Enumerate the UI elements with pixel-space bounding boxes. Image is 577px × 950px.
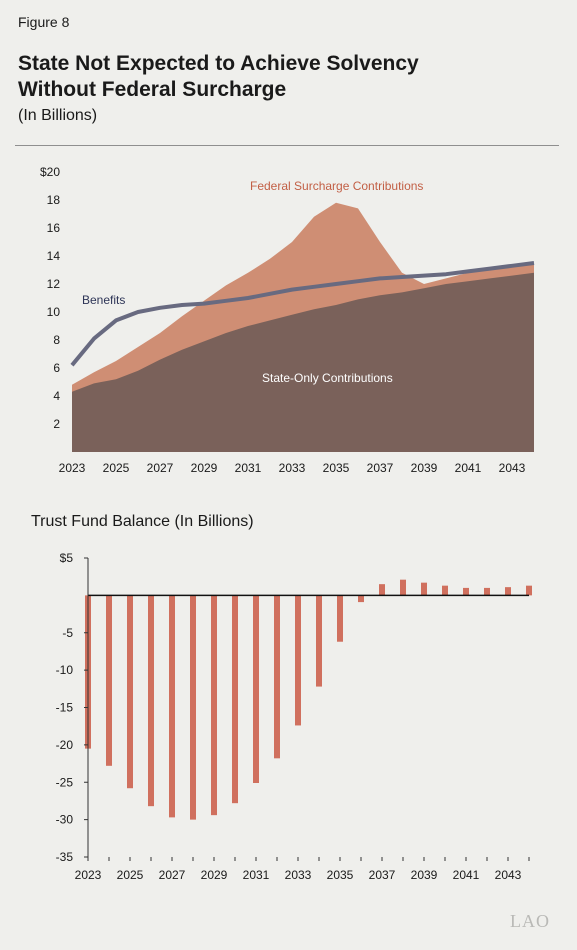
x-tick-label: 2025 — [103, 461, 130, 475]
benefits-label: Benefits — [82, 293, 125, 307]
x-tick-label: 2033 — [285, 868, 312, 882]
x-tick-label: 2029 — [191, 461, 218, 475]
title-line-1: State Not Expected to Achieve Solvency — [18, 52, 419, 75]
benefits-line — [70, 261, 535, 367]
figure-title: State Not Expected to Achieve Solvency W… — [18, 51, 558, 103]
x-tick-label: 2039 — [411, 868, 438, 882]
lao-logo: LAO — [510, 911, 550, 931]
balance-bar — [442, 585, 448, 596]
balance-bar — [421, 582, 427, 596]
y-tick-label: $20 — [40, 165, 60, 179]
y-tick-label: 16 — [47, 221, 61, 235]
contributions-area-chart: $20 18 16 14 12 10 8 6 4 2 2023 2025 2027 2029 2031 203… — [40, 165, 535, 475]
y-tick-label: 8 — [53, 333, 60, 347]
y-tick-label: -15 — [56, 701, 74, 715]
y-tick-label: -30 — [56, 813, 74, 827]
x-tick-label: 2041 — [453, 868, 480, 882]
balance-bar — [463, 587, 469, 596]
y-tick-label: -10 — [56, 663, 74, 677]
x-tick-label: 2025 — [117, 868, 144, 882]
y-tick-label: 14 — [47, 249, 61, 263]
x-tick-label: 2031 — [243, 868, 270, 882]
balance-bar — [316, 595, 322, 687]
x-tick-label: 2037 — [369, 868, 396, 882]
balance-bar — [169, 595, 175, 818]
x-tick-label: 2035 — [323, 461, 350, 475]
y-tick-label: 6 — [53, 361, 60, 375]
x-tick-label: 2031 — [235, 461, 262, 475]
x-tick-label: 2043 — [495, 868, 522, 882]
balance-bar — [106, 595, 112, 766]
x-tick-label: 2033 — [279, 461, 306, 475]
state-only-area — [72, 272, 534, 452]
y-tick-label: 18 — [47, 193, 61, 207]
x-tick-label: 2023 — [75, 868, 102, 882]
state-only-label: State-Only Contributions — [262, 371, 393, 385]
balance-bar — [211, 595, 217, 816]
x-tick-label: 2043 — [499, 461, 526, 475]
balance-bar — [526, 585, 532, 596]
balance-bar — [358, 595, 364, 603]
balance-bar — [295, 595, 301, 726]
y-tick-label: $5 — [60, 551, 74, 565]
balance-bar — [505, 587, 511, 596]
y-tick-label: -35 — [56, 850, 74, 864]
y-tick-label: 12 — [47, 277, 61, 291]
x-tick-label: 2035 — [327, 868, 354, 882]
balance-bar — [190, 595, 196, 820]
y-tick-label: 4 — [53, 389, 60, 403]
balance-bar — [232, 595, 238, 804]
figure-label: Figure 8 — [18, 14, 70, 30]
x-tick-label: 2041 — [455, 461, 482, 475]
x-tick-label: 2023 — [59, 461, 86, 475]
y-tick-label: -20 — [56, 738, 74, 752]
federal-surcharge-label: Federal Surcharge Contributions — [250, 179, 423, 193]
balance-bar — [127, 595, 133, 789]
balance-bar — [337, 595, 343, 642]
y-tick-label: 10 — [47, 305, 61, 319]
x-tick-label: 2037 — [367, 461, 394, 475]
title-divider — [15, 145, 559, 146]
trust-fund-chart-title: Trust Fund Balance (In Billions) — [31, 513, 254, 530]
balance-bar — [400, 579, 406, 596]
x-tick-label: 2029 — [201, 868, 228, 882]
balance-bar — [253, 595, 259, 783]
x-tick-label: 2027 — [147, 461, 174, 475]
balance-bar — [274, 595, 280, 759]
y-tick-label: -5 — [62, 626, 73, 640]
x-tick-label: 2027 — [159, 868, 186, 882]
balance-bar — [379, 584, 385, 596]
balance-bar — [148, 595, 154, 807]
y-tick-label: 2 — [53, 417, 60, 431]
x-tick-label: 2039 — [411, 461, 438, 475]
title-line-2: Without Federal Surcharge — [18, 78, 287, 101]
balance-bar — [484, 587, 490, 596]
y-tick-label: -25 — [56, 775, 74, 789]
figure-subtitle: (In Billions) — [18, 107, 98, 124]
